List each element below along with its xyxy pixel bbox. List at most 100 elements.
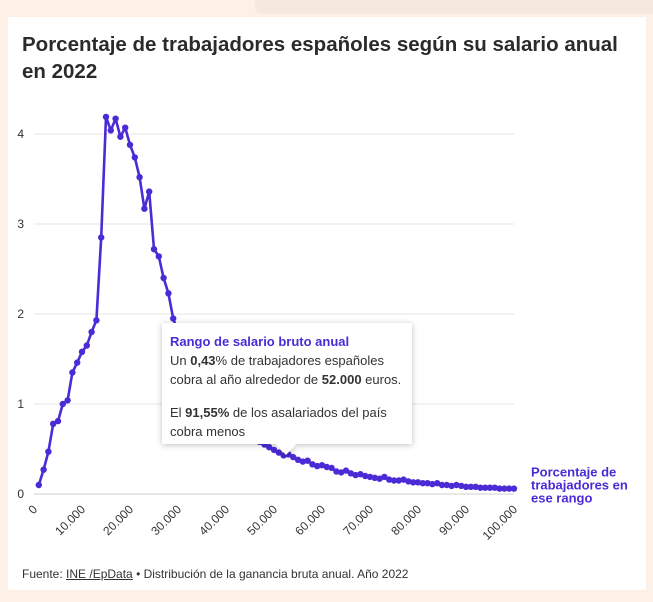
data-point[interactable] <box>482 484 489 491</box>
data-point[interactable] <box>429 480 436 488</box>
data-point[interactable] <box>458 482 465 490</box>
data-point[interactable] <box>150 246 158 253</box>
data-point[interactable] <box>54 417 62 425</box>
data-point[interactable] <box>424 480 431 487</box>
tooltip: Rango de salario bruto anual Un 0,43% de… <box>162 323 412 455</box>
data-point[interactable] <box>64 397 71 404</box>
data-point[interactable] <box>376 475 383 482</box>
data-point[interactable] <box>366 473 374 481</box>
data-point[interactable] <box>328 464 335 472</box>
data-point[interactable] <box>448 482 455 490</box>
data-point[interactable] <box>410 479 417 486</box>
data-point[interactable] <box>131 154 138 161</box>
x-tick-label: 100.000 <box>480 502 521 543</box>
data-point[interactable] <box>347 470 354 477</box>
data-point[interactable] <box>299 458 306 465</box>
data-point[interactable] <box>314 462 321 470</box>
top-bar <box>255 0 653 14</box>
data-point[interactable] <box>45 448 52 455</box>
data-point[interactable] <box>50 420 57 427</box>
data-point[interactable] <box>304 457 311 464</box>
tooltip-line1: Un 0,43% de trabajadores españoles cobra… <box>170 353 402 387</box>
x-tick-label: 0 <box>25 502 40 517</box>
data-point[interactable] <box>126 141 134 148</box>
data-point[interactable] <box>69 369 76 376</box>
y-tick-label: 4 <box>17 127 24 141</box>
data-point[interactable] <box>88 328 95 336</box>
data-point[interactable] <box>107 127 115 134</box>
data-point[interactable] <box>155 253 162 260</box>
data-point[interactable] <box>414 479 422 486</box>
data-point[interactable] <box>338 469 345 476</box>
data-point[interactable] <box>98 234 105 241</box>
data-point[interactable] <box>352 471 359 479</box>
chart-card: Porcentaje de trabajadores españoles seg… <box>8 17 646 590</box>
data-point[interactable] <box>506 485 513 492</box>
data-point[interactable] <box>342 467 350 474</box>
data-point[interactable] <box>136 174 143 181</box>
data-point[interactable] <box>170 315 177 322</box>
data-point[interactable] <box>318 462 326 469</box>
data-point[interactable] <box>146 188 153 195</box>
data-point[interactable] <box>510 485 518 492</box>
data-point[interactable] <box>381 473 388 481</box>
data-point[interactable] <box>477 484 484 491</box>
data-point[interactable] <box>141 205 148 212</box>
data-point[interactable] <box>160 274 167 282</box>
data-point[interactable] <box>496 485 503 492</box>
data-point[interactable] <box>35 481 42 489</box>
data-point[interactable] <box>371 474 378 481</box>
data-point[interactable] <box>357 471 364 478</box>
data-point[interactable] <box>309 461 316 468</box>
data-point[interactable] <box>438 481 446 489</box>
tooltip-salary: 52.000 <box>321 372 362 387</box>
x-tick-label: 50.000 <box>244 502 280 538</box>
data-point[interactable] <box>333 468 340 475</box>
data-point[interactable] <box>462 483 470 490</box>
data-point[interactable] <box>400 476 407 483</box>
data-point[interactable] <box>275 449 282 456</box>
line-chart[interactable]: 0 1 2 3 4 0 10.000 20.000 30.000 40.000 50.000 60.… <box>8 17 646 590</box>
data-point[interactable] <box>266 444 273 451</box>
x-tick-label: 30.000 <box>148 502 184 538</box>
x-tick-label: 70.000 <box>340 502 376 538</box>
data-point[interactable] <box>362 472 369 480</box>
data-point[interactable] <box>40 466 47 473</box>
data-point[interactable] <box>390 477 398 484</box>
data-point[interactable] <box>270 446 278 454</box>
data-point[interactable] <box>122 124 129 131</box>
data-point[interactable] <box>486 484 494 491</box>
data-point[interactable] <box>117 133 124 140</box>
data-point[interactable] <box>74 359 81 366</box>
x-tick-label: 90.000 <box>436 502 472 538</box>
data-point[interactable] <box>419 480 426 487</box>
data-point[interactable] <box>467 483 474 490</box>
data-point[interactable] <box>395 477 402 484</box>
series-label-line: Porcentaje de <box>531 465 616 480</box>
data-point[interactable] <box>386 476 393 483</box>
data-point[interactable] <box>472 483 479 490</box>
data-point[interactable] <box>434 480 441 487</box>
data-point[interactable] <box>501 485 508 492</box>
data-point[interactable] <box>294 456 302 463</box>
series-label: Porcentaje de trabajadores en ese rango <box>531 465 628 506</box>
data-point[interactable] <box>290 453 297 461</box>
data-point[interactable] <box>78 348 86 355</box>
source-note: Fuente: INE /EpData • Distribución de la… <box>22 567 409 581</box>
data-point[interactable] <box>491 484 498 491</box>
tooltip-line2: El 91,55% de los asalariados del país co… <box>170 405 387 439</box>
data-point[interactable] <box>405 478 412 485</box>
x-tick-label: 80.000 <box>388 502 424 538</box>
data-point[interactable] <box>443 481 450 489</box>
data-point[interactable] <box>165 290 172 297</box>
source-link[interactable]: INE /EpData <box>66 567 133 581</box>
data-point[interactable] <box>102 113 110 121</box>
y-tick-label: 2 <box>17 307 24 321</box>
series-label-line: ese rango <box>531 491 592 506</box>
data-point[interactable] <box>93 317 100 324</box>
data-point[interactable] <box>59 400 66 408</box>
data-point[interactable] <box>112 115 119 122</box>
data-point[interactable] <box>323 463 330 471</box>
data-point[interactable] <box>453 481 460 489</box>
data-point[interactable] <box>83 342 91 349</box>
